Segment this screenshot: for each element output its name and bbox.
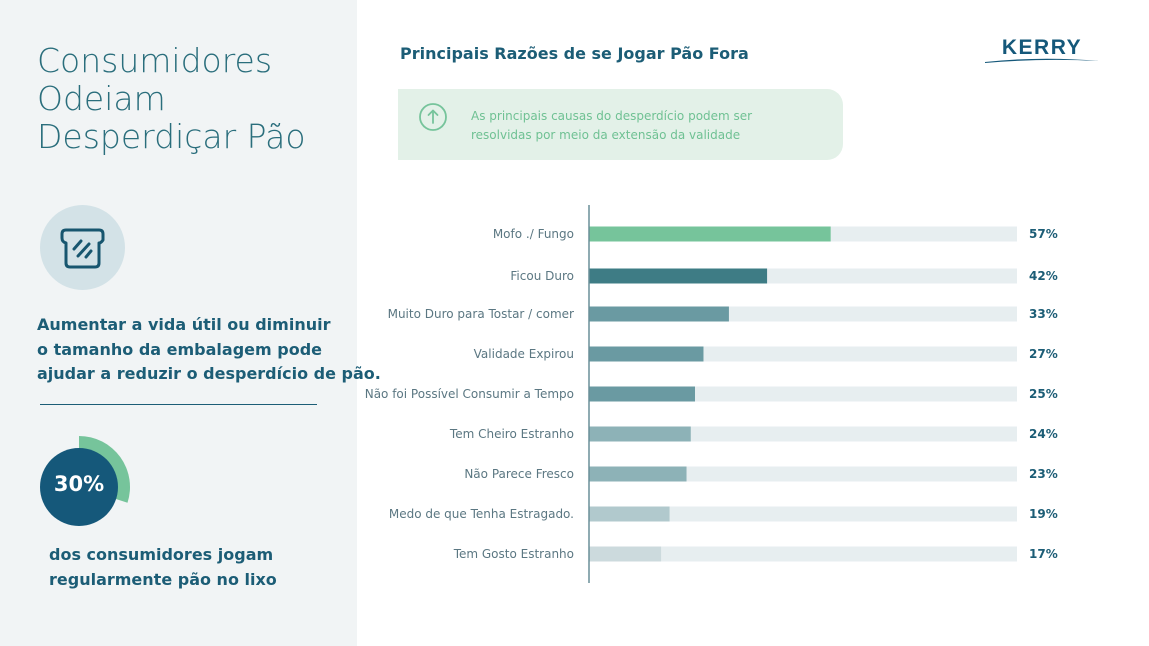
value-label: 25% xyxy=(1029,387,1058,401)
value-label: 57% xyxy=(1029,227,1058,241)
category-label: Tem Cheiro Estranho xyxy=(449,427,574,441)
stat-donut-center xyxy=(40,448,118,526)
description-line-1: Aumentar a vida útil ou diminuir xyxy=(37,315,331,334)
stat-line-1: dos consumidores jogam xyxy=(49,545,274,564)
callout-line-2: resolvidas por meio da extensão da valid… xyxy=(471,128,741,142)
bar xyxy=(589,506,670,522)
bar xyxy=(589,226,831,242)
callout-line-1: As principais causas do desperdício pode… xyxy=(471,109,753,123)
value-label: 33% xyxy=(1029,307,1058,321)
logo-text: KERRY xyxy=(1001,36,1083,59)
page-title: Consumidores Odeiam Desperdiçar Pão xyxy=(37,42,337,156)
bar-track xyxy=(589,426,1017,442)
value-label: 42% xyxy=(1029,269,1058,283)
category-label: Tem Gosto Estranho xyxy=(453,547,574,561)
callout-text: As principais causas do desperdício pode… xyxy=(471,107,831,145)
stat-value: 30% xyxy=(53,472,105,496)
title-line-3: Desperdiçar Pão xyxy=(37,117,306,156)
bar xyxy=(589,346,704,362)
bar xyxy=(589,466,687,482)
bar-track xyxy=(589,506,1017,522)
bar xyxy=(589,268,768,284)
sidebar-description: Aumentar a vida útil ou diminuir o taman… xyxy=(37,313,381,387)
category-label: Muito Duro para Tostar / comer xyxy=(388,307,574,321)
divider xyxy=(40,404,317,405)
callout-box: As principais causas do desperdício pode… xyxy=(398,89,843,160)
bread-icon-badge xyxy=(40,205,125,290)
category-label: Validade Expirou xyxy=(474,347,574,361)
category-label: Não foi Possível Consumir a Tempo xyxy=(365,387,574,401)
bar-track xyxy=(589,466,1017,482)
value-label: 24% xyxy=(1029,427,1058,441)
chart-title: Principais Razões de se Jogar Pão Fora xyxy=(400,44,749,63)
category-label: Não Parece Fresco xyxy=(464,467,574,481)
value-label: 23% xyxy=(1029,467,1058,481)
bar-track xyxy=(589,546,1017,562)
category-label: Mofo ./ Fungo xyxy=(493,227,574,241)
stat-donut xyxy=(40,436,130,526)
value-label: 19% xyxy=(1029,507,1058,521)
description-line-2: o tamanho da embalagem pode xyxy=(37,339,322,359)
logo-swoosh xyxy=(985,58,1099,63)
title-line-2: Odeiam xyxy=(37,79,166,118)
bread-icon xyxy=(60,228,105,269)
bar xyxy=(589,546,662,562)
kerry-logo: KERRY xyxy=(984,36,1100,66)
bar xyxy=(589,306,729,322)
arrow-up-circle-icon xyxy=(419,103,447,131)
stat-description: dos consumidores jogam regularmente pão … xyxy=(49,543,349,592)
bar-track xyxy=(589,386,1017,402)
bar xyxy=(589,386,695,402)
bar xyxy=(589,426,691,442)
category-label: Medo de que Tenha Estragado. xyxy=(389,507,574,521)
stat-line-2: regularmente pão no lixo xyxy=(49,569,277,589)
sidebar: Consumidores Odeiam Desperdiçar Pão Aume… xyxy=(0,0,381,646)
category-label: Ficou Duro xyxy=(510,269,574,283)
title-line-1: Consumidores xyxy=(37,41,273,80)
value-label: 17% xyxy=(1029,547,1058,561)
value-label: 27% xyxy=(1029,347,1058,361)
description-line-3: ajudar a reduzir o desperdício de pão. xyxy=(37,364,381,383)
